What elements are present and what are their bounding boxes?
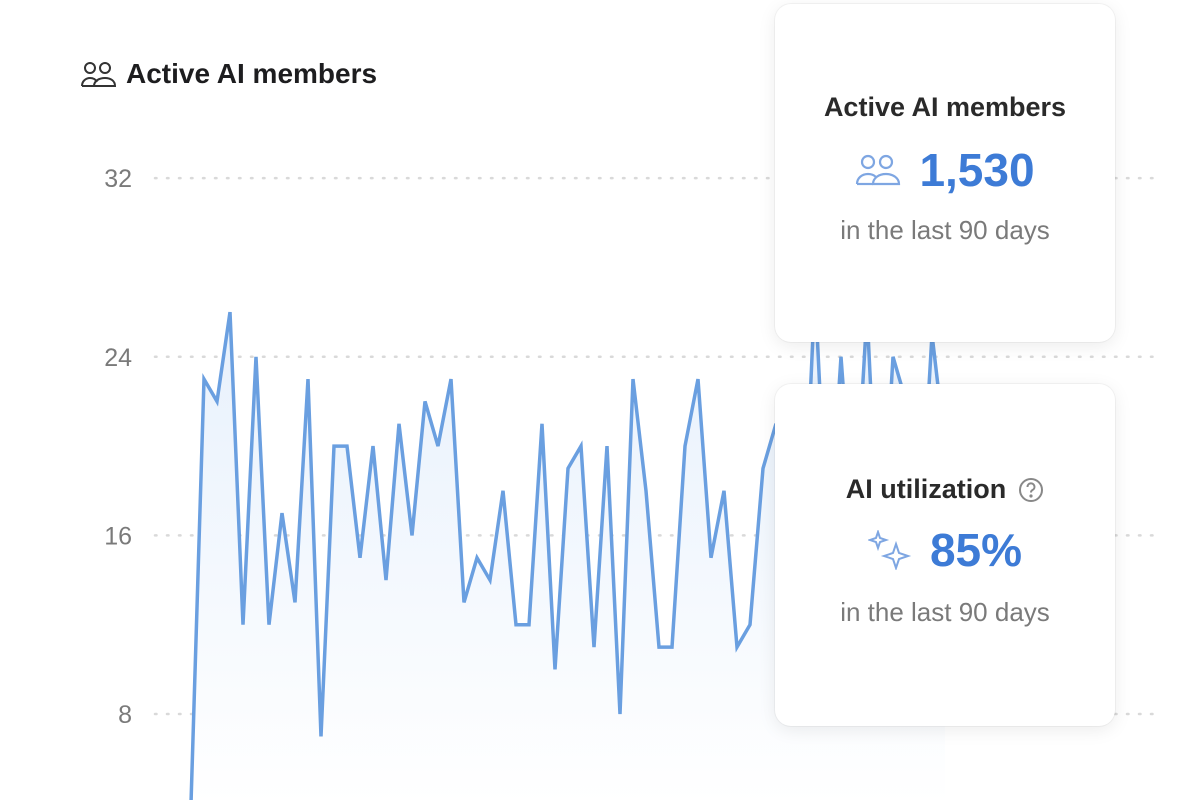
sparkles-icon — [867, 530, 912, 570]
area-fill — [191, 289, 945, 800]
ai-utilization-value: 85% — [929, 524, 1023, 576]
card-title: AI utilization — [845, 474, 1007, 504]
card-subtitle: in the last 90 days — [840, 215, 1050, 245]
chart-title: Active AI members — [80, 58, 377, 90]
active-members-card: Active AI members 1,530 in the last 90 d… — [775, 4, 1115, 342]
chart-title-text: Active AI members — [126, 58, 378, 89]
card-subtitle: in the last 90 days — [840, 597, 1050, 627]
active-members-value: 1,530 — [919, 144, 1035, 196]
y-tick-label: 16 — [104, 522, 132, 550]
series-line — [189, 289, 947, 800]
y-tick-label: 8 — [118, 701, 132, 729]
y-tick-label: 32 — [104, 165, 132, 193]
people-icon — [856, 154, 901, 186]
ai-utilization-card: AI utilization 85% in the last 90 days — [775, 384, 1115, 726]
card-title: Active AI members — [823, 92, 1067, 122]
y-tick-label: 24 — [104, 344, 132, 372]
question-circle-icon[interactable] — [1018, 477, 1044, 503]
people-icon — [81, 62, 116, 87]
